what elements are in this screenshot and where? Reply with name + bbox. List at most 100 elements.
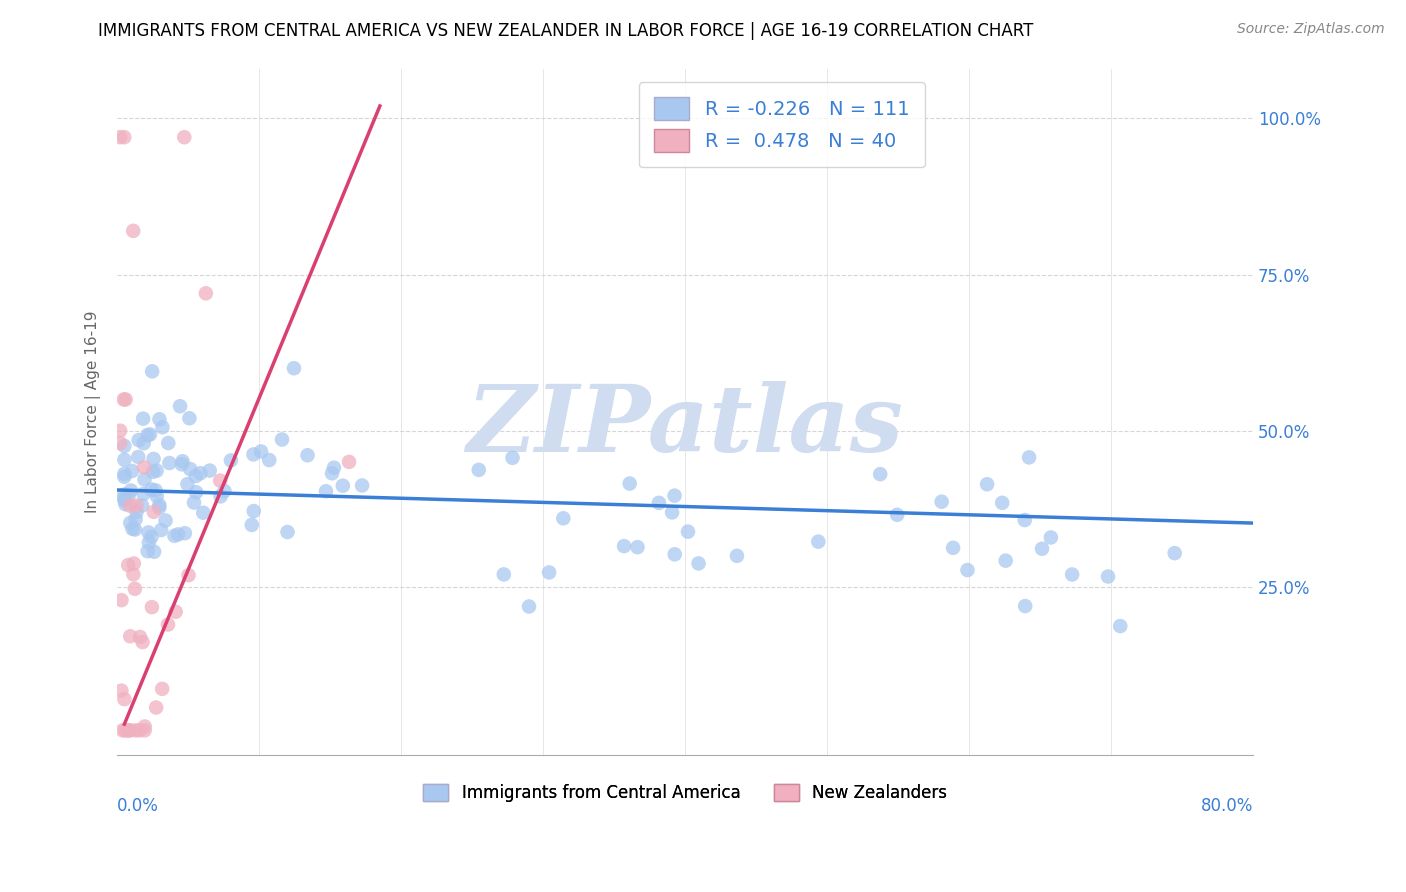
- Point: [869, 467, 891, 482]
- Point: [664, 489, 686, 503]
- Point: [209, 489, 232, 503]
- Point: [179, 462, 201, 476]
- Point: [174, 526, 197, 541]
- Point: [165, 605, 187, 619]
- Point: [117, 723, 139, 738]
- Point: [124, 723, 146, 738]
- Point: [219, 453, 242, 467]
- Text: Source: ZipAtlas.com: Source: ZipAtlas.com: [1237, 22, 1385, 37]
- Point: [173, 130, 195, 145]
- Point: [194, 286, 217, 301]
- Point: [170, 458, 193, 472]
- Point: [1018, 450, 1040, 465]
- Point: [257, 453, 280, 467]
- Point: [150, 681, 173, 696]
- Point: [108, 424, 131, 438]
- Point: [956, 563, 979, 577]
- Point: [129, 630, 152, 644]
- Point: [242, 447, 264, 461]
- Point: [143, 545, 166, 559]
- Point: [198, 464, 221, 478]
- Point: [179, 411, 201, 425]
- Point: [145, 700, 167, 714]
- Point: [613, 539, 636, 553]
- Point: [297, 448, 319, 462]
- Point: [145, 464, 167, 478]
- Point: [134, 472, 156, 486]
- Point: [132, 460, 155, 475]
- Point: [688, 557, 710, 571]
- Point: [141, 364, 163, 378]
- Point: [141, 530, 163, 544]
- Point: [114, 497, 136, 511]
- Point: [1014, 599, 1036, 613]
- Point: [108, 436, 131, 450]
- Point: [112, 469, 135, 483]
- Point: [337, 455, 360, 469]
- Point: [125, 505, 148, 519]
- Point: [118, 723, 141, 738]
- Point: [177, 568, 200, 582]
- Point: [807, 534, 830, 549]
- Point: [157, 456, 180, 470]
- Point: [108, 130, 131, 145]
- Text: 0.0%: 0.0%: [117, 797, 159, 814]
- Point: [271, 433, 294, 447]
- Point: [169, 399, 191, 413]
- Point: [112, 487, 135, 501]
- Point: [124, 582, 146, 596]
- Point: [112, 692, 135, 706]
- Point: [468, 463, 491, 477]
- Point: [142, 505, 165, 519]
- Point: [112, 130, 135, 145]
- Point: [323, 460, 346, 475]
- Point: [1039, 531, 1062, 545]
- Point: [250, 444, 273, 458]
- Point: [1109, 619, 1132, 633]
- Legend: Immigrants from Central America, New Zealanders: Immigrants from Central America, New Zea…: [416, 777, 953, 809]
- Point: [120, 516, 142, 530]
- Point: [136, 544, 159, 558]
- Point: [163, 529, 186, 543]
- Point: [112, 439, 135, 453]
- Point: [193, 506, 215, 520]
- Point: [214, 483, 236, 498]
- Point: [110, 683, 132, 698]
- Point: [661, 505, 683, 519]
- Point: [111, 723, 134, 738]
- Point: [114, 723, 136, 738]
- Point: [725, 549, 748, 563]
- Point: [117, 489, 139, 503]
- Point: [155, 514, 177, 528]
- Point: [517, 599, 540, 614]
- Point: [976, 477, 998, 491]
- Point: [131, 499, 153, 513]
- Point: [156, 617, 179, 632]
- Point: [321, 467, 343, 481]
- Point: [619, 476, 641, 491]
- Point: [112, 452, 135, 467]
- Point: [1014, 513, 1036, 527]
- Point: [132, 436, 155, 450]
- Point: [112, 467, 135, 481]
- Point: [120, 483, 142, 498]
- Point: [127, 450, 149, 464]
- Point: [110, 593, 132, 607]
- Text: 80.0%: 80.0%: [1201, 797, 1253, 814]
- Point: [492, 567, 515, 582]
- Point: [138, 535, 160, 549]
- Point: [148, 498, 170, 512]
- Point: [131, 635, 153, 649]
- Point: [991, 496, 1014, 510]
- Point: [139, 427, 162, 442]
- Point: [132, 411, 155, 425]
- Point: [315, 484, 337, 499]
- Point: [994, 554, 1017, 568]
- Point: [502, 450, 524, 465]
- Text: ZIPatlas: ZIPatlas: [467, 381, 904, 471]
- Point: [167, 527, 190, 541]
- Point: [931, 494, 953, 508]
- Point: [942, 541, 965, 555]
- Point: [141, 600, 163, 615]
- Point: [122, 557, 145, 571]
